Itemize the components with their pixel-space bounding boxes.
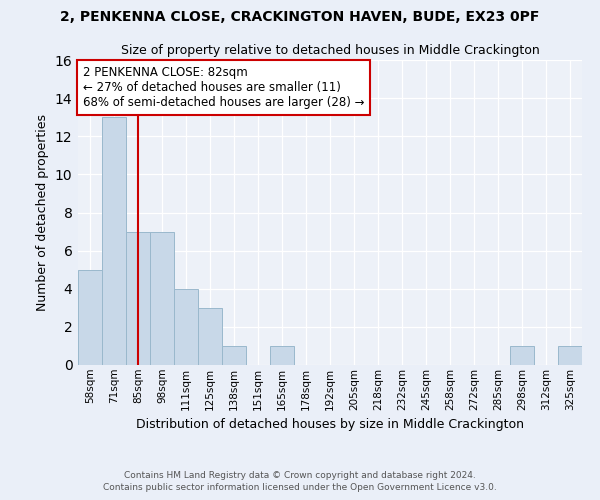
- Text: 2, PENKENNA CLOSE, CRACKINGTON HAVEN, BUDE, EX23 0PF: 2, PENKENNA CLOSE, CRACKINGTON HAVEN, BU…: [61, 10, 539, 24]
- Title: Size of property relative to detached houses in Middle Crackington: Size of property relative to detached ho…: [121, 44, 539, 58]
- Bar: [270, 346, 294, 365]
- Text: 2 PENKENNA CLOSE: 82sqm
← 27% of detached houses are smaller (11)
68% of semi-de: 2 PENKENNA CLOSE: 82sqm ← 27% of detache…: [83, 66, 365, 109]
- Bar: [102, 117, 126, 365]
- Bar: [150, 232, 174, 365]
- Bar: [222, 346, 246, 365]
- Bar: [558, 346, 582, 365]
- Bar: [78, 270, 102, 365]
- X-axis label: Distribution of detached houses by size in Middle Crackington: Distribution of detached houses by size …: [136, 418, 524, 431]
- Bar: [126, 232, 150, 365]
- Text: Contains HM Land Registry data © Crown copyright and database right 2024.
Contai: Contains HM Land Registry data © Crown c…: [103, 471, 497, 492]
- Bar: [198, 308, 222, 365]
- Bar: [174, 289, 198, 365]
- Bar: [510, 346, 534, 365]
- Y-axis label: Number of detached properties: Number of detached properties: [36, 114, 49, 311]
